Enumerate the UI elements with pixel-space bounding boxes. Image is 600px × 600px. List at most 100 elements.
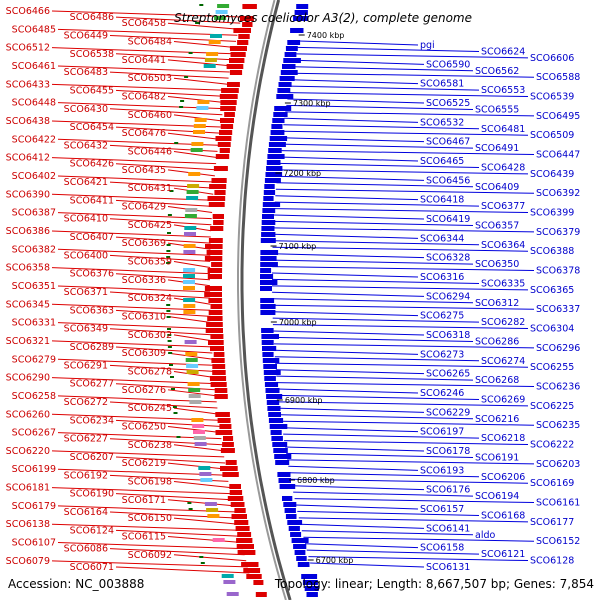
label-connector [278, 162, 480, 168]
forward-gene-mark [207, 268, 223, 273]
right-gene-label: SCO6316 [420, 272, 464, 283]
label-connector [167, 315, 211, 323]
label-connector [271, 278, 480, 284]
label-connector [51, 83, 227, 91]
reverse-gene-mark [273, 112, 288, 117]
label-connector [279, 156, 419, 162]
category-mark [193, 124, 206, 128]
right-gene-label: SCO6161 [536, 498, 580, 509]
reverse-gene-mark [270, 130, 285, 135]
right-gene-label: SCO6481 [481, 124, 525, 135]
right-gene-label: SCO6379 [536, 227, 580, 238]
category-mark [188, 172, 201, 176]
right-gene-label: SCO6392 [536, 188, 580, 199]
reverse-gene-mark [260, 286, 272, 291]
forward-gene-mark [237, 550, 256, 555]
label-connector [167, 389, 217, 397]
label-connector [167, 132, 220, 140]
label-connector [173, 480, 230, 488]
left-gene-label: SCO6331 [12, 318, 56, 329]
category-mark [186, 364, 199, 368]
label-connector [167, 59, 231, 67]
forward-gene-mark [209, 184, 227, 189]
left-gene-label: SCO6276 [122, 385, 166, 396]
reverse-gene-mark [261, 328, 274, 333]
label-connector [272, 304, 535, 310]
reverse-gene-labels: pgi SCO6624 SCO6606 SCO6590 SCO6562 SCO6588 SC… [420, 40, 580, 573]
right-gene-label: SCO6428 [481, 162, 525, 173]
reverse-gene-mark [294, 10, 308, 15]
category-mark [217, 4, 230, 8]
category-mark [191, 142, 204, 146]
right-gene-label: SCO6377 [481, 201, 525, 212]
right-gene-label: SCO6418 [420, 195, 464, 206]
reverse-gene-mark [297, 562, 310, 567]
category-mark [210, 34, 222, 38]
category-mark [197, 100, 210, 104]
label-connector [275, 195, 419, 201]
label-connector [272, 233, 419, 239]
category-mark [208, 40, 221, 44]
left-gene-label: SCO6321 [6, 336, 50, 347]
left-gene-label: SCO6449 [64, 30, 108, 41]
left-gene-label: SCO6376 [70, 269, 114, 280]
right-gene-label: SCO6203 [536, 459, 580, 470]
right-gene-label: SCO6581 [420, 79, 464, 90]
topology-text: Topology: linear; Length: 8,667,507 bp; … [274, 577, 594, 591]
right-gene-label: SCO6491 [475, 143, 519, 154]
left-gene-label: SCO6512 [6, 43, 50, 54]
forward-gene-mark [207, 274, 222, 279]
forward-gene-mark [230, 502, 245, 507]
label-connector [173, 151, 217, 158]
category-mark [188, 388, 201, 392]
tick-mark [166, 256, 171, 258]
right-gene-label: SCO6365 [530, 285, 574, 296]
forward-gene-mark [227, 496, 244, 501]
reverse-gene-mark [269, 424, 288, 429]
left-gene-label: SCO6278 [128, 366, 172, 377]
right-gene-label: SCO6218 [481, 433, 525, 444]
right-gene-label: SCO6286 [475, 336, 519, 347]
reverse-gene-mark [266, 166, 283, 171]
left-gene-label: SCO6441 [122, 55, 166, 66]
tick-mark [200, 562, 205, 564]
label-connector [289, 472, 480, 478]
reverse-gene-mark [276, 94, 294, 99]
category-mark [183, 250, 196, 254]
label-connector [273, 227, 535, 233]
category-mark [186, 370, 199, 374]
forward-gene-mark [225, 460, 237, 465]
reverse-gene-mark [304, 586, 319, 591]
forward-gene-mark [227, 82, 240, 87]
right-gene-label: SCO6399 [530, 208, 574, 219]
label-connector [173, 407, 219, 415]
label-connector [275, 362, 529, 368]
forward-gene-mark [212, 214, 224, 219]
label-connector [283, 433, 480, 439]
right-gene-label: SCO6328 [426, 253, 470, 264]
left-gene-label: SCO6272 [64, 397, 108, 408]
left-gene-label: SCO6171 [122, 495, 166, 506]
label-connector [51, 157, 217, 165]
label-connector [173, 41, 235, 48]
left-gene-label: SCO6198 [128, 476, 172, 487]
forward-gene-mark [208, 310, 223, 315]
label-connector [285, 446, 425, 452]
label-connector [57, 175, 215, 183]
reverse-gene-mark [260, 238, 276, 243]
right-gene-label: SCO6128 [530, 556, 574, 567]
label-connector [57, 248, 211, 256]
forward-gene-mark [246, 574, 262, 579]
tick-mark [166, 244, 171, 246]
forward-gene-mark [243, 568, 261, 573]
category-mark [183, 304, 196, 308]
right-gene-label: SCO6169 [530, 478, 574, 489]
label-connector [57, 28, 238, 36]
label-connector [294, 498, 535, 504]
category-mark [183, 274, 195, 278]
label-connector [287, 459, 535, 465]
label-connector [273, 220, 474, 226]
right-gene-label: SCO6229 [426, 407, 470, 418]
left-gene-label: SCO6086 [64, 544, 108, 555]
reverse-gene-mark [260, 256, 277, 261]
